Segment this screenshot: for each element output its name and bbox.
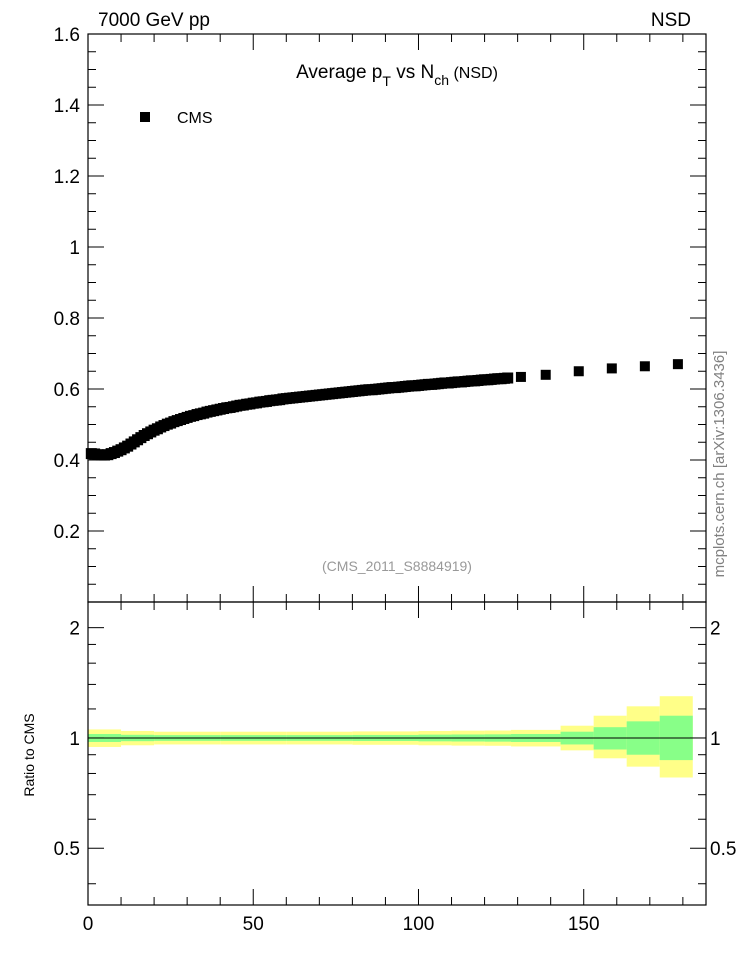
- cms-data-point: [672, 359, 683, 370]
- x-tick-label: 0: [83, 914, 94, 935]
- ratio-y-tick-label-right: 0.5: [710, 839, 736, 860]
- ratio-y-tick-label-right: 2: [710, 619, 721, 640]
- x-tick-label: 100: [403, 914, 435, 935]
- legend: CMS: [140, 110, 213, 127]
- cms-data-points: [85, 359, 683, 461]
- cms-data-point: [515, 371, 526, 382]
- title-prefix: Average p: [296, 62, 382, 83]
- main-y-tick-label: 1: [69, 238, 80, 259]
- main-y-tick-label: 0.2: [54, 522, 80, 543]
- x-tick-label: 50: [243, 914, 264, 935]
- main-y-tick-label: 1.4: [54, 96, 81, 117]
- cms-data-point: [639, 361, 650, 372]
- title-n-subscript: ch: [434, 72, 449, 88]
- title-suffix: (NSD): [449, 65, 498, 82]
- analysis-watermark: (CMS_2011_S8884919): [322, 558, 472, 574]
- x-tick-labels: 0 50 100 150: [83, 914, 600, 935]
- ratio-y-tick-label-left: 2: [69, 619, 80, 640]
- mcplots-side-label: mcplots.cern.ch [arXiv:1306.3436]: [711, 351, 728, 578]
- ratio-y-tick-labels: 0.5 0.5 1 1 2 2: [54, 619, 737, 861]
- cms-data-point: [573, 366, 584, 377]
- main-y-tick-label: 0.6: [54, 380, 80, 401]
- main-plot-ticks: [87, 33, 706, 603]
- ratio-plot: 0.5 0.5 1 1 2 2 0 50 100 150 Ratio to CMS: [21, 601, 737, 935]
- ratio-plot-ticks: [87, 602, 706, 905]
- ratio-y-tick-label-right: 1: [710, 729, 721, 750]
- main-y-tick-label: 0.4: [54, 451, 81, 472]
- title-p-subscript: T: [382, 73, 391, 89]
- x-tick-label: 150: [568, 914, 600, 935]
- main-y-tick-label: 0.8: [54, 309, 80, 330]
- main-y-tick-label: 1.2: [54, 167, 80, 188]
- ratio-y-axis-label: Ratio to CMS: [21, 713, 37, 796]
- main-plot: 0.2 0.4 0.6 0.8 1 1.2 1.4 1.6 Average pT vs Nch…: [54, 25, 707, 603]
- ratio-y-tick-label-left: 0.5: [54, 839, 80, 860]
- title-middle: vs N: [391, 62, 434, 83]
- cms-data-point: [540, 369, 551, 380]
- ratio-plot-frame: [87, 601, 707, 906]
- legend-marker-cms: [140, 112, 150, 122]
- legend-label-cms: CMS: [177, 110, 213, 127]
- header-right: NSD: [651, 10, 691, 31]
- main-y-tick-labels: 0.2 0.4 0.6 0.8 1 1.2 1.4 1.6: [54, 25, 81, 543]
- ratio-y-tick-label-left: 1: [69, 729, 80, 750]
- cms-data-point: [502, 372, 514, 384]
- cms-data-point: [606, 363, 617, 374]
- plot-title: Average pT vs Nch (NSD): [296, 62, 498, 89]
- ratio-uncertainty-bands: [88, 696, 693, 778]
- header-left: 7000 GeV pp: [98, 10, 210, 31]
- main-y-tick-label: 1.6: [54, 25, 80, 46]
